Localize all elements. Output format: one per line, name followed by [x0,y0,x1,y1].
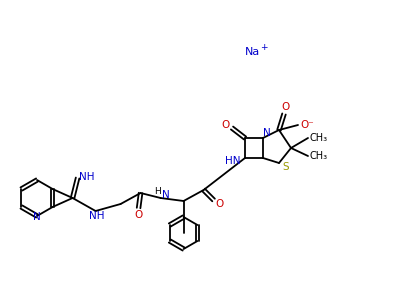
Text: NH: NH [79,172,94,182]
Text: N: N [162,190,170,200]
Text: O: O [134,210,143,220]
Text: O: O [216,199,224,209]
Text: HN: HN [225,156,241,166]
Text: NH: NH [89,211,104,221]
Text: N: N [33,212,41,222]
Text: CH₃: CH₃ [310,133,328,143]
Text: CH₃: CH₃ [310,151,328,161]
Text: +: + [260,44,268,52]
Text: O: O [281,102,289,112]
Text: O: O [222,120,230,130]
Text: N: N [263,128,271,138]
Text: H: H [154,187,161,196]
Text: S: S [283,162,289,172]
Text: O⁻: O⁻ [300,120,314,130]
Text: Na: Na [244,47,260,57]
